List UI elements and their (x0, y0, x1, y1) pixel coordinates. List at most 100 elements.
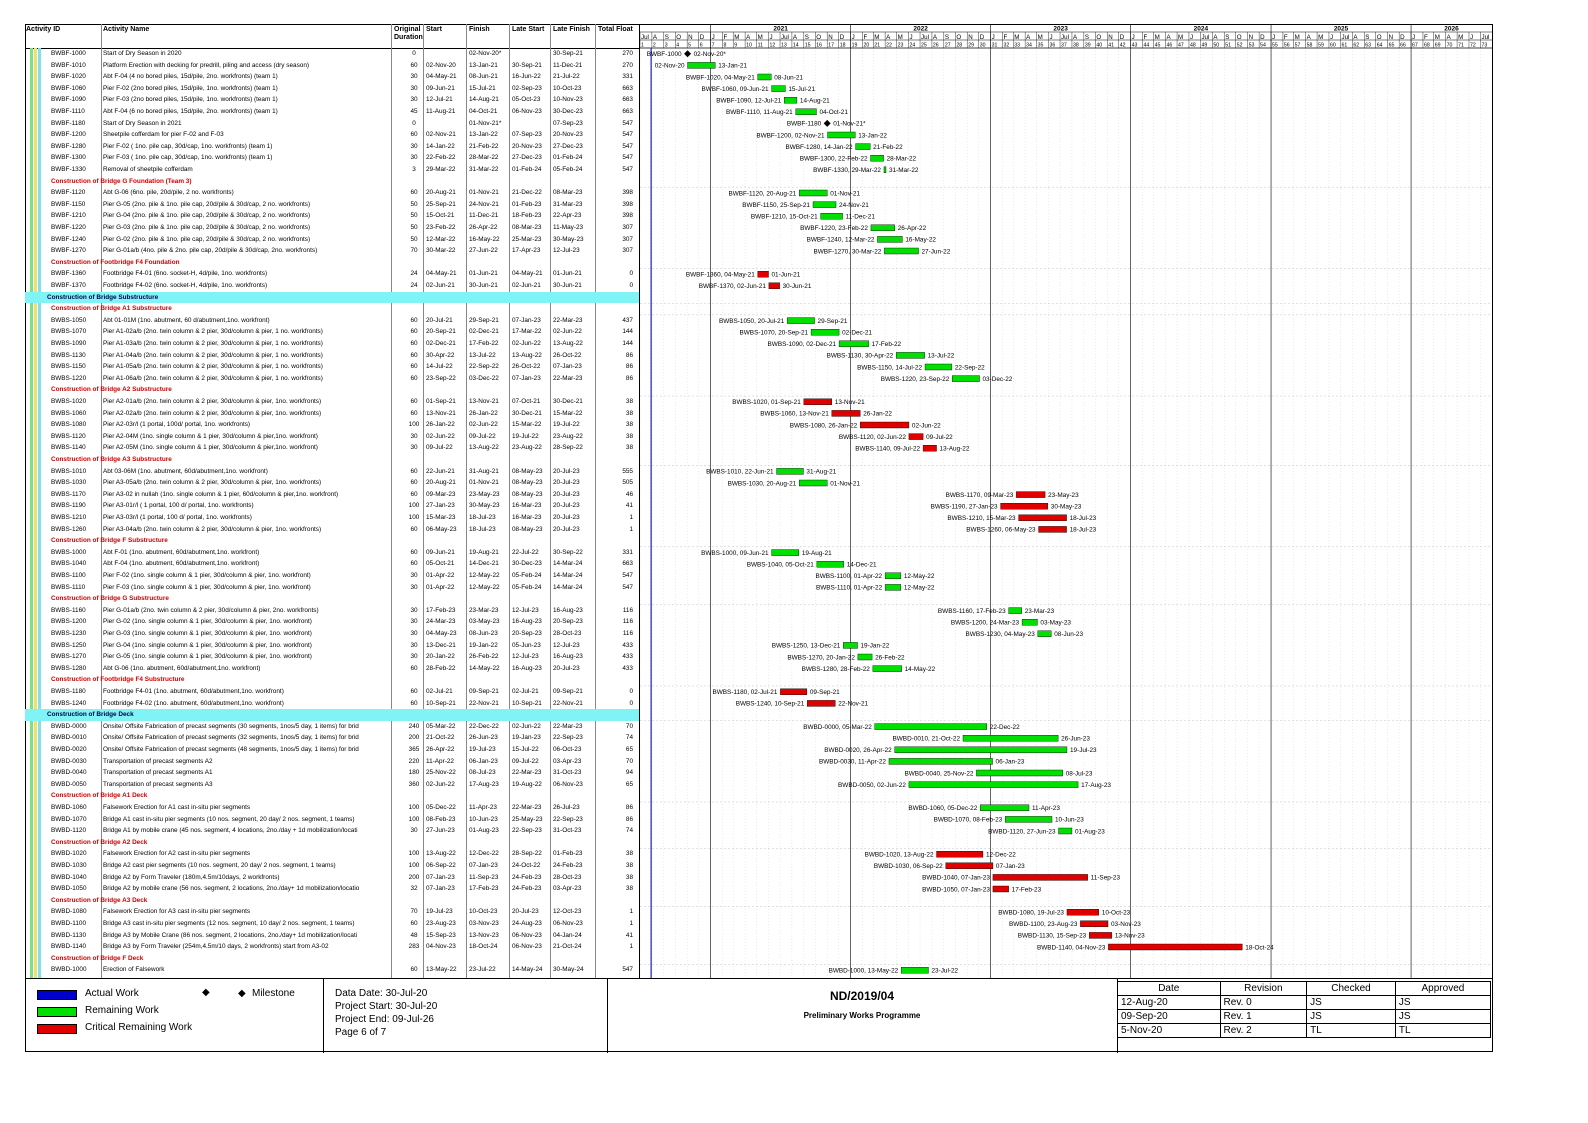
activity-id: BWBD-1050 (51, 885, 87, 893)
group-header[interactable]: Construction of Bridge A3 Substructure (25, 454, 639, 466)
bar-label-right: 19-Aug-21 (802, 550, 832, 557)
section-header[interactable]: Construction of Bridge Substructure (25, 291, 639, 304)
table-row[interactable]: BWBS-1280 Abt G-06 (1no. abutment, 60d/ab… (25, 663, 639, 675)
table-row[interactable]: BWBS-1250 Pier G-04 (1no. single column &… (25, 640, 639, 652)
table-row[interactable]: BWBS-1170 Pier A3-02 in nullah (1no. sing… (25, 489, 639, 501)
table-row[interactable]: BWBS-1160 Pier G-01a/b (2no. twin column … (25, 605, 639, 617)
table-row[interactable]: BWBS-1200 Pier G-02 (1no. single column &… (25, 616, 639, 628)
table-row[interactable]: BWBD-0020 Onsite/ Offsite Fabrication of … (25, 744, 639, 756)
table-row[interactable]: BWBS-1190 Pier A3-01r/l ( 1 portal, 100 d… (25, 500, 639, 512)
table-row[interactable]: BWBS-1150 Pier A1-05a/b (2no. twin column… (25, 361, 639, 373)
remaining-work-bar (896, 352, 925, 359)
table-row[interactable]: BWBF-1060 Pier F-02 (2no bored piles, 15d… (25, 83, 639, 95)
group-header[interactable]: Construction of Bridge F Substructure (25, 535, 639, 547)
table-row[interactable]: BWBF-1220 Pier G-03 (2no. pile & 1no. pil… (25, 222, 639, 234)
table-row[interactable]: BWBF-1360 Footbridge F4-01 (6no. socket-H… (25, 268, 639, 280)
table-row[interactable]: BWBD-1120 Bridge A1 by mobile crane (45 n… (25, 825, 639, 837)
table-row[interactable]: BWBD-1130 Bridge A3 by Mobile Crane (86 n… (25, 930, 639, 942)
group-header[interactable]: Construction of Bridge A2 Deck (25, 837, 639, 849)
table-row[interactable]: BWBF-1370 Footbridge F4-02 (6no. socket-H… (25, 280, 639, 292)
month-label: A (1307, 34, 1312, 41)
table-row[interactable]: BWBF-1110 Abt F-04 (6 no bored piles, 15d… (25, 106, 639, 118)
header-total-float[interactable]: Total Float (598, 26, 633, 33)
table-row[interactable]: BWBS-1210 Pier A3-03r/l (1 portal, 100 d/… (25, 512, 639, 524)
table-row[interactable]: BWBS-1080 Pier A2-03r/l (1 portal, 100d/ … (25, 419, 639, 431)
table-row[interactable]: BWBS-1060 Pier A2-02a/b (2no. twin column… (25, 408, 639, 420)
header-late-finish[interactable]: Late Finish (553, 26, 590, 33)
table-row[interactable]: BWBS-1240 Footbridge F4-02 (1no. abutment… (25, 698, 639, 710)
table-row[interactable]: BWBS-1270 Pier G-05 (1no. single column &… (25, 651, 639, 663)
critical-remaining-bar (922, 445, 937, 452)
table-row[interactable]: BWBS-1040 Abt F-04 (1no. abutment, 60d/ab… (25, 558, 639, 570)
table-row[interactable]: BWBS-1140 Pier A2-05M (1no. single column… (25, 442, 639, 454)
header-activity-id[interactable]: Activity ID (26, 26, 61, 33)
table-row[interactable]: BWBS-1110 Pier F-03 (1no. single column &… (25, 582, 639, 594)
table-row[interactable]: BWBD-1050 Bridge A2 by mobile crane (56 n… (25, 883, 639, 895)
table-row[interactable]: BWBF-1300 Pier F-03 ( 1no. pile cap, 30d/… (25, 152, 639, 164)
table-row[interactable]: BWBF-1150 Pier G-05 (2no. pile & 1no. pil… (25, 199, 639, 211)
late-finish: 02-Jun-22 (553, 328, 582, 336)
month-label: J (712, 34, 715, 41)
table-row[interactable]: BWBD-1040 Bridge A2 by Form Traveler (180… (25, 872, 639, 884)
table-row[interactable]: BWBD-1030 Bridge A2 cast pier segments (1… (25, 860, 639, 872)
table-row[interactable]: BWBD-0040 Transportation of precast segme… (25, 767, 639, 779)
table-row[interactable]: BWBD-1080 Falsework Erection for A3 cast … (25, 906, 639, 918)
table-row[interactable]: BWBS-1100 Pier F-02 (1no. single column &… (25, 570, 639, 582)
table-row[interactable]: BWBS-1180 Footbridge F4-01 (1no. abutment… (25, 686, 639, 698)
late-start: 25-May-23 (512, 815, 543, 823)
table-row[interactable]: BWBD-0010 Onsite/ Offsite Fabrication of … (25, 732, 639, 744)
table-row[interactable]: BWBS-1030 Pier A3-05a/b (2no. twin column… (25, 477, 639, 489)
table-row[interactable]: BWBS-1230 Pier G-03 (1no. single column &… (25, 628, 639, 640)
table-row[interactable]: BWBD-0050 Transportation of precast segme… (25, 779, 639, 791)
group-header[interactable]: Construction of Bridge A1 Deck (25, 790, 639, 802)
table-row[interactable]: BWBS-1020 Pier A2-01a/b (2no. twin column… (25, 396, 639, 408)
section-header[interactable]: Construction of Bridge Deck (25, 709, 639, 721)
table-row[interactable]: BWBF-1200 Sheetpile cofferdam for pier F-… (25, 129, 639, 141)
table-row[interactable]: BWBF-1240 Pier G-02 (2no. pile & 1no. pil… (25, 234, 639, 246)
group-title: Construction of Footbridge F4 Foundation (51, 258, 180, 266)
table-row[interactable]: BWBD-0030 Transportation of precast segme… (25, 756, 639, 768)
table-row[interactable]: BWBS-1090 Pier A1-03a/b (2no. twin column… (25, 338, 639, 350)
table-row[interactable]: BWBD-1020 Falsework Erection for A2 cast … (25, 848, 639, 860)
table-row[interactable]: BWBS-1050 Abt 01-01M (1no. abutment, 60 d… (25, 315, 639, 327)
header-start[interactable]: Start (426, 26, 442, 33)
table-row[interactable]: BWBS-1220 Pier A1-06a/b (2no. twin column… (25, 373, 639, 385)
group-header[interactable]: Construction of Footbridge F4 Substructu… (25, 674, 639, 686)
month-label: Jul (1201, 34, 1209, 41)
table-row[interactable]: BWBD-1000 Erection of Falsework 60 13-May-2… (25, 964, 639, 976)
table-row[interactable]: BWBF-1280 Pier F-02 ( 1no. pile cap, 30d/… (25, 141, 639, 153)
header-late-start[interactable]: Late Start (512, 26, 545, 33)
table-row[interactable]: BWBF-1020 Abt F-04 (4 no bored piles, 15d… (25, 71, 639, 83)
group-header[interactable]: Construction of Footbridge F4 Foundation (25, 257, 639, 269)
table-row[interactable]: BWBD-1100 Bridge A3 cast in-situ pier seg… (25, 918, 639, 930)
group-header[interactable]: Construction of Bridge G Foundation (Tea… (25, 176, 639, 188)
group-header[interactable]: Construction of Bridge G Substructure (25, 593, 639, 605)
original-duration: 32 (410, 885, 418, 893)
group-header[interactable]: Construction of Bridge F Deck (25, 953, 639, 965)
table-row[interactable]: BWBS-1010 Abt 03-06M (1no. abutment, 60d/… (25, 466, 639, 478)
table-row[interactable]: BWBS-1000 Abt F-01 (1no. abutment, 60d/ab… (25, 547, 639, 559)
table-row[interactable]: BWBS-1260 Pier A3-04a/b (2no. twin column… (25, 524, 639, 536)
group-header[interactable]: Construction of Bridge A2 Substructure (25, 384, 639, 396)
table-row[interactable]: BWBD-1070 Bridge A1 cast in-situ pier seg… (25, 814, 639, 826)
header-finish[interactable]: Finish (469, 26, 490, 33)
group-header[interactable]: Construction of Bridge A1 Substructure (25, 303, 639, 315)
header-original-duration[interactable]: Original Duration (394, 26, 423, 41)
table-row[interactable]: BWBF-1120 Abt G-06 (6no. pile, 20d/pile, … (25, 187, 639, 199)
table-row[interactable]: BWBF-1210 Pier G-04 (2no. pile & 1no. pil… (25, 210, 639, 222)
header-activity-name[interactable]: Activity Name (103, 26, 150, 33)
table-row[interactable]: BWBD-1060 Falsework Erection for A1 cast … (25, 802, 639, 814)
table-row[interactable]: BWBF-1090 Pier F-03 (2no bored piles, 15d… (25, 94, 639, 106)
critical-remaining-bar (1000, 503, 1048, 510)
table-row[interactable]: BWBF-1180 Start of Dry Season in 2021 0 01-… (25, 118, 639, 130)
table-row[interactable]: BWBF-1010 Platform Erection with decking … (25, 60, 639, 72)
table-row[interactable]: BWBS-1120 Pier A2-04M (1no. single column… (25, 431, 639, 443)
group-header[interactable]: Construction of Bridge A3 Deck (25, 895, 639, 907)
table-row[interactable]: BWBD-0000 Onsite/ Offsite Fabrication of … (25, 721, 639, 733)
table-row[interactable]: BWBS-1130 Pier A1-04a/b (2no. twin column… (25, 350, 639, 362)
table-row[interactable]: BWBD-1140 Bridge A3 by Form Traveler (254… (25, 941, 639, 953)
table-row[interactable]: BWBF-1000 Start of Dry Season in 2020 0 02-… (25, 48, 639, 60)
table-row[interactable]: BWBS-1070 Pier A1-02a/b (2no. twin column… (25, 326, 639, 338)
table-row[interactable]: BWBF-1270 Pier G-01a/b (4no. pile & 2no. … (25, 245, 639, 257)
table-row[interactable]: BWBF-1330 Removal of sheetpile cofferdam 3… (25, 164, 639, 176)
